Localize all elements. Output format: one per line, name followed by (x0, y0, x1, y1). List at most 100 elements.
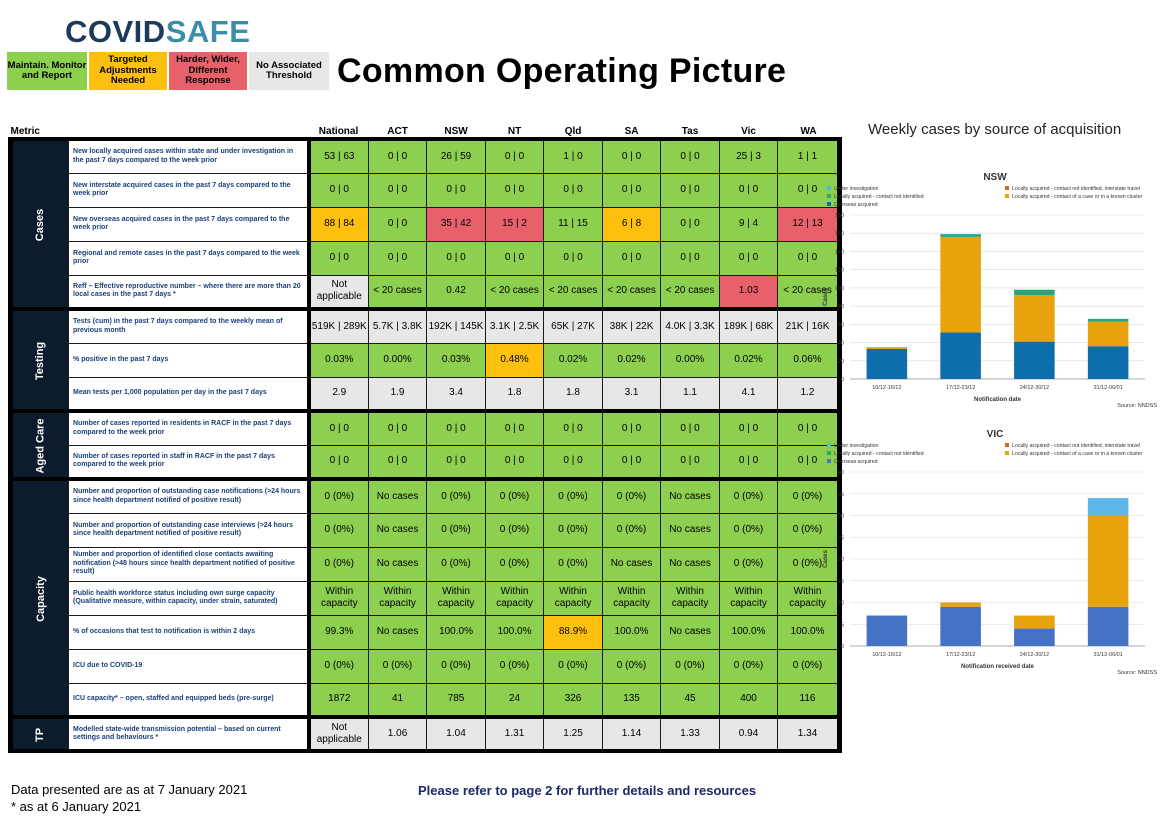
metric-value-cell: 1.03 (719, 274, 779, 311)
metric-value-cell: 0 | 0 (777, 409, 843, 446)
y-tick-label: 140 (835, 249, 844, 255)
metric-description: Modelled state-wide transmission potenti… (68, 715, 311, 753)
metric-value-cell: 0 (0%) (426, 546, 487, 582)
metric-value-cell: 0.94 (719, 715, 779, 753)
legend-label: Locally acquired - contact of a case or … (1012, 451, 1143, 457)
legend-swatch (827, 443, 831, 447)
metric-value-cell: 0.03% (308, 342, 370, 378)
metric-value-cell: No cases (368, 546, 428, 582)
jurisdiction-header: SA (602, 125, 661, 139)
table-row: New overseas acquired cases in the past … (11, 206, 843, 242)
table-row: ICU capacity* – open, staffed and equipp… (11, 682, 843, 719)
y-tick-label: 20 (838, 557, 844, 563)
y-tick-label: 0 (841, 644, 844, 650)
y-tick-label: 40 (838, 470, 844, 476)
y-tick-label: 120 (835, 268, 844, 274)
metric-description: ICU due to COVID-19 (68, 648, 311, 684)
metric-value-cell: 0 (0%) (426, 512, 487, 548)
metric-value-cell: 1 | 0 (543, 137, 604, 174)
metric-value-cell: 0 (0%) (485, 648, 545, 684)
operating-picture-table: Metric National ACT NSW NT Qld SA Tas Vic WA Cas… (7, 125, 843, 753)
legend-box-harder: Harder, Wider, Different Response (169, 52, 247, 90)
metric-value-cell: 116 (777, 682, 843, 719)
y-tick-label: 100 (835, 286, 844, 292)
metric-value-cell: 0 | 0 (719, 409, 779, 446)
metric-value-cell: 0 | 0 (485, 409, 545, 446)
metric-value-cell: 400 (719, 682, 779, 719)
table-body: Cases New locally acquired cases within s… (7, 137, 843, 753)
metric-value-cell: 0 | 0 (426, 444, 487, 481)
metric-value-cell: 12 | 13 (777, 206, 843, 242)
x-tick-label: 17/12-23/12 (946, 652, 975, 658)
footer-data-date: Data presented are as at 7 January 2021 (11, 782, 248, 797)
metric-value-cell: 0.42 (426, 274, 487, 311)
legend-label: Maintain. Monitor and Report (7, 59, 87, 81)
metric-value-cell: 0.06% (777, 342, 843, 378)
metric-description: Number of cases reported in residents in… (68, 409, 311, 446)
metric-value-cell: 11 | 15 (543, 206, 604, 242)
metric-value-cell: 25 | 3 (719, 137, 779, 174)
metric-value-cell: 1.34 (777, 715, 843, 753)
metric-description: New interstate acquired cases in the pas… (68, 172, 311, 208)
metric-value-cell: 1.8 (543, 376, 604, 413)
table-row: Mean tests per 1,000 population per day … (11, 376, 843, 413)
metric-description: Reff – Effective reproductive number – w… (68, 274, 311, 311)
metric-value-cell: 100.0% (777, 614, 843, 650)
metric-value-cell: 0 (0%) (543, 512, 604, 548)
metric-value-cell: 0 | 0 (660, 137, 721, 174)
metric-value-cell: No cases (368, 512, 428, 548)
metric-value-cell: 192K | 145K (426, 307, 487, 344)
metric-value-cell: 0 (0%) (660, 648, 721, 684)
y-tick-label: 35 (838, 492, 844, 498)
table-row: ICU due to COVID-19 0 (0%) 0 (0%) 0 (0%) 0 (… (11, 648, 843, 684)
table-row: Aged Care Number of cases reported in res… (7, 409, 843, 481)
metric-description: Mean tests per 1,000 population per day … (68, 376, 311, 413)
legend-swatch (1005, 443, 1009, 447)
metric-value-cell: 0 | 0 (543, 409, 604, 446)
legend-swatch (827, 459, 831, 463)
metric-value-cell: 3.1K | 2.5K (485, 307, 545, 344)
metric-value-cell: 0 | 0 (368, 240, 428, 276)
vic-weekly-cases-chart: VIC Under investigation Locally acquired -… (823, 429, 1157, 676)
metric-value-cell: 0.02% (602, 342, 662, 378)
metric-value-cell: < 20 cases (777, 274, 843, 311)
metric-value-cell: Within capacity (719, 580, 779, 616)
metric-value-cell: 0.48% (485, 342, 545, 378)
table-row: New interstate acquired cases in the pas… (11, 172, 843, 208)
metric-description: Tests (cum) in the past 7 days compared … (68, 307, 311, 344)
metric-value-cell: 135 (602, 682, 662, 719)
metric-value-cell: 1.31 (485, 715, 545, 753)
legend-swatch (827, 194, 831, 198)
jurisdiction-header: National (308, 125, 369, 139)
metric-value-cell: 189K | 68K (719, 307, 779, 344)
metric-value-cell: 0 | 0 (777, 240, 843, 276)
legend-label: Locally acquired - contact not identifie… (1012, 186, 1140, 192)
bar-segment (940, 236, 981, 333)
metric-value-cell: 21K | 16K (777, 307, 843, 344)
legend-label: Harder, Wider, Different Response (176, 54, 240, 87)
metric-value-cell: 1872 (308, 682, 370, 719)
y-tick-label: 80 (838, 304, 844, 310)
section-label-cell: Aged Care (7, 409, 69, 481)
metric-value-cell: 1.9 (368, 376, 428, 413)
metric-value-cell: 53 | 63 (308, 137, 370, 174)
metric-value-cell: 0 | 0 (368, 409, 428, 446)
metric-description: ICU capacity* – open, staffed and equipp… (68, 682, 311, 719)
y-tick-label: 30 (838, 514, 844, 520)
metric-description: Public health workforce status including… (68, 580, 311, 616)
footer-as-at-note: * as at 6 January 2021 (11, 799, 142, 814)
metric-value-cell: 0 | 0 (602, 444, 662, 481)
metric-value-cell: 0 | 0 (308, 240, 370, 276)
metric-value-cell: 0 (0%) (719, 648, 779, 684)
metric-value-cell: 0 (0%) (719, 512, 779, 548)
legend-box-no-threshold: No Associated Threshold (249, 52, 329, 90)
covidsafe-logo: COVIDSAFE (65, 14, 250, 50)
metric-value-cell: 0.02% (719, 342, 779, 378)
metric-value-cell: 2.9 (308, 376, 370, 413)
metric-value-cell: Within capacity (543, 580, 604, 616)
section-label-cell: Cases (7, 137, 69, 311)
bar-segment (1087, 606, 1129, 646)
metric-value-cell: 0 | 0 (368, 206, 428, 242)
table-row: Cases New locally acquired cases within s… (7, 137, 843, 311)
bar-segment (1087, 346, 1129, 379)
